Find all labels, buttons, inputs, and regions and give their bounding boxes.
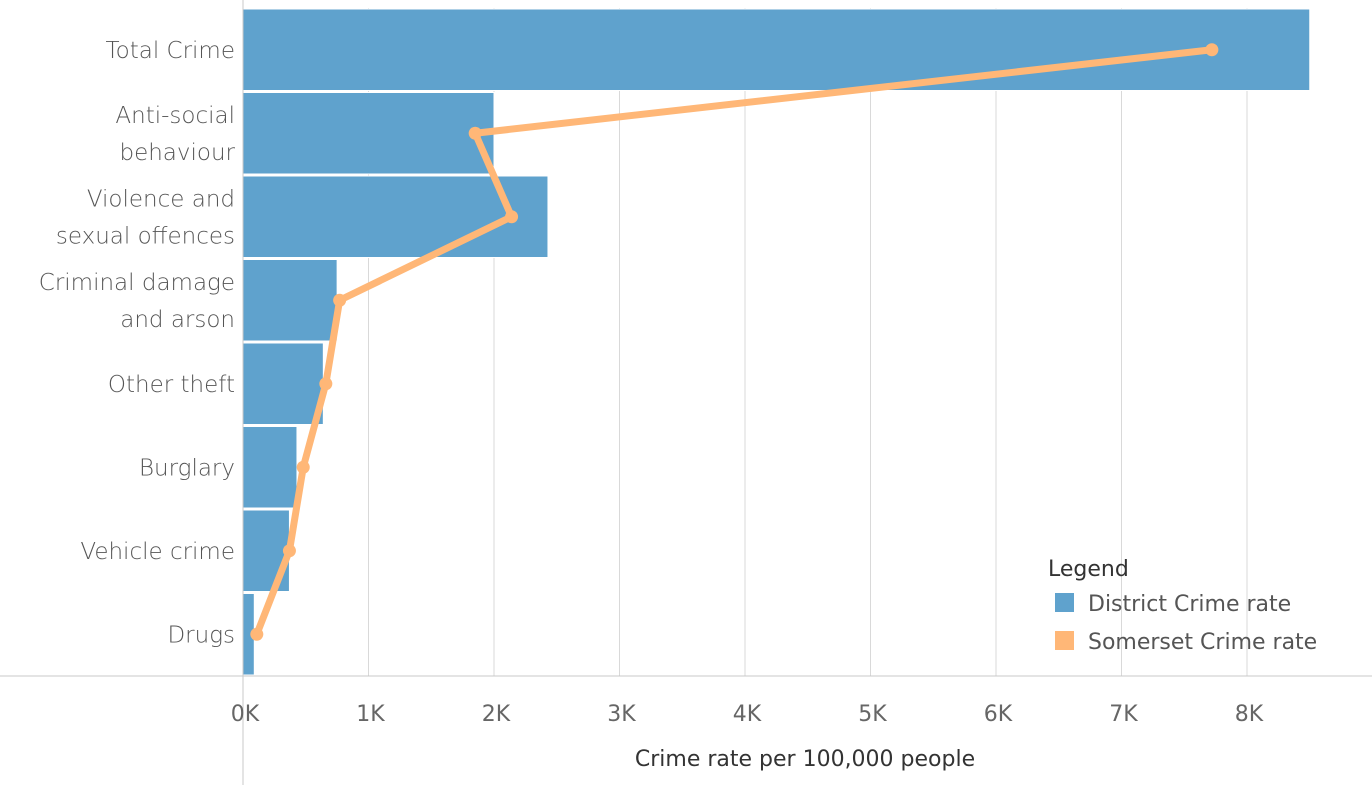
line-point[interactable] bbox=[333, 293, 347, 307]
x-tick-labels: 0K 1K 2K 3K 4K 5K 6K 7K 8K bbox=[231, 702, 1264, 727]
line-point[interactable] bbox=[468, 126, 482, 140]
bar[interactable] bbox=[242, 342, 324, 425]
category-label: Total Crime bbox=[106, 38, 236, 64]
category-label: Other theft bbox=[108, 372, 235, 398]
bar[interactable] bbox=[242, 92, 495, 175]
line-point[interactable] bbox=[282, 544, 296, 558]
bar[interactable] bbox=[242, 509, 290, 592]
bar[interactable] bbox=[242, 259, 338, 342]
legend-swatch-somerset bbox=[1055, 631, 1074, 650]
x-tick-label: 8K bbox=[1235, 702, 1264, 727]
x-tick-label: 2K bbox=[482, 702, 511, 727]
series-line bbox=[253, 46, 1216, 638]
category-label: Violence and bbox=[87, 186, 235, 212]
legend-title: Legend bbox=[1048, 557, 1129, 582]
line-point[interactable] bbox=[319, 377, 333, 391]
category-label: behaviour bbox=[119, 140, 235, 166]
category-label: and arson bbox=[120, 307, 235, 333]
category-label: Burglary bbox=[139, 455, 235, 481]
category-label: Drugs bbox=[167, 622, 235, 648]
x-tick-label: 0K bbox=[231, 702, 260, 727]
x-tick-label: 5K bbox=[858, 702, 887, 727]
legend-label-somerset: Somerset Crime rate bbox=[1088, 630, 1317, 655]
bar[interactable] bbox=[242, 8, 1311, 91]
bar-series bbox=[242, 8, 1311, 676]
bar[interactable] bbox=[242, 426, 298, 509]
category-label: Criminal damage bbox=[39, 270, 235, 296]
legend[interactable]: Legend District Crime rate Somerset Crim… bbox=[1048, 557, 1317, 655]
line-point[interactable] bbox=[250, 627, 264, 641]
line-point[interactable] bbox=[1205, 43, 1219, 57]
x-tick-label: 3K bbox=[607, 702, 636, 727]
legend-label-district: District Crime rate bbox=[1088, 592, 1291, 617]
category-label: Vehicle crime bbox=[80, 539, 235, 565]
category-label: Anti-social bbox=[115, 103, 235, 129]
legend-swatch-district bbox=[1055, 593, 1074, 612]
line-series bbox=[250, 43, 1219, 641]
x-tick-label: 1K bbox=[356, 702, 385, 727]
x-tick-label: 7K bbox=[1109, 702, 1138, 727]
category-labels: Total Crime Anti-social behaviour Violence … bbox=[39, 38, 236, 649]
line-point[interactable] bbox=[505, 210, 519, 224]
x-axis-title: Crime rate per 100,000 people bbox=[635, 747, 975, 772]
line-point[interactable] bbox=[296, 460, 310, 474]
x-tick-label: 4K bbox=[733, 702, 762, 727]
category-label: sexual offences bbox=[56, 223, 235, 249]
x-tick-label: 6K bbox=[984, 702, 1013, 727]
